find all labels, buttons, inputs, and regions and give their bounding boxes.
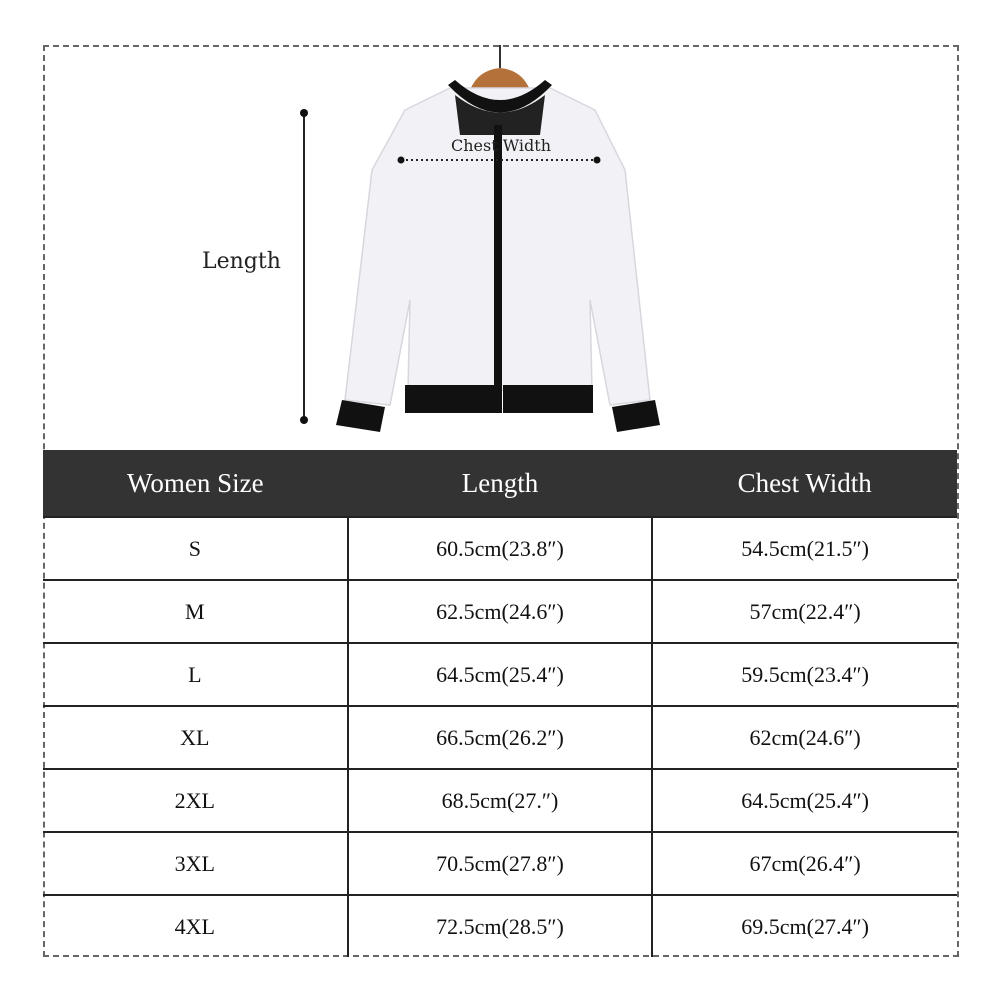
size-cell: M bbox=[43, 579, 349, 644]
chest-width-cell: 59.5cm(23.4″) bbox=[651, 642, 957, 707]
length-label: Length bbox=[202, 249, 281, 274]
size-cell: 4XL bbox=[43, 894, 349, 957]
chest-width-cell: 54.5cm(21.5″) bbox=[651, 516, 957, 581]
table-header-row: Women Size Length Chest Width bbox=[43, 450, 957, 517]
cuff-left bbox=[336, 400, 385, 432]
waistband-left bbox=[405, 385, 495, 413]
header-length: Length bbox=[347, 450, 653, 517]
chest-width-cell: 64.5cm(25.4″) bbox=[651, 768, 957, 833]
chest-width-label: Chest Width bbox=[451, 136, 551, 155]
table-row: 2XL 68.5cm(27.″) 64.5cm(25.4″) bbox=[43, 768, 957, 833]
chest-width-cell: 67cm(26.4″) bbox=[651, 831, 957, 896]
chest-width-cell: 69.5cm(27.4″) bbox=[651, 894, 957, 957]
table-row: M 62.5cm(24.6″) 57cm(22.4″) bbox=[43, 579, 957, 644]
header-chest-width: Chest Width bbox=[652, 450, 957, 517]
size-cell: 2XL bbox=[43, 768, 349, 833]
table-row: L 64.5cm(25.4″) 59.5cm(23.4″) bbox=[43, 642, 957, 707]
waistband-right bbox=[503, 385, 593, 413]
table-row: 3XL 70.5cm(27.8″) 67cm(26.4″) bbox=[43, 831, 957, 896]
length-cell: 72.5cm(28.5″) bbox=[346, 894, 654, 957]
table-row: XL 66.5cm(26.2″) 62cm(24.6″) bbox=[43, 705, 957, 770]
chest-width-cell: 57cm(22.4″) bbox=[651, 579, 957, 644]
length-cell: 68.5cm(27.″) bbox=[346, 768, 654, 833]
length-cell: 62.5cm(24.6″) bbox=[346, 579, 654, 644]
size-table: Women Size Length Chest Width S 60.5cm(23… bbox=[43, 450, 957, 957]
hanger bbox=[470, 68, 530, 90]
length-cell: 70.5cm(27.8″) bbox=[346, 831, 654, 896]
table-row: S 60.5cm(23.8″) 54.5cm(21.5″) bbox=[43, 516, 957, 581]
collar-inside bbox=[455, 95, 545, 135]
collar bbox=[448, 80, 552, 113]
size-cell: L bbox=[43, 642, 349, 707]
size-cell: 3XL bbox=[43, 831, 349, 896]
jacket-illustration bbox=[300, 45, 660, 432]
header-size: Women Size bbox=[43, 450, 348, 517]
length-cell: 60.5cm(23.8″) bbox=[346, 516, 654, 581]
table-row: 4XL 72.5cm(28.5″) 69.5cm(27.4″) bbox=[43, 894, 957, 957]
zipper bbox=[494, 125, 502, 413]
cuff-right bbox=[612, 400, 660, 432]
length-cell: 66.5cm(26.2″) bbox=[346, 705, 654, 770]
size-cell: XL bbox=[43, 705, 349, 770]
chest-width-cell: 62cm(24.6″) bbox=[651, 705, 957, 770]
length-cell: 64.5cm(25.4″) bbox=[346, 642, 654, 707]
size-cell: S bbox=[43, 516, 349, 581]
